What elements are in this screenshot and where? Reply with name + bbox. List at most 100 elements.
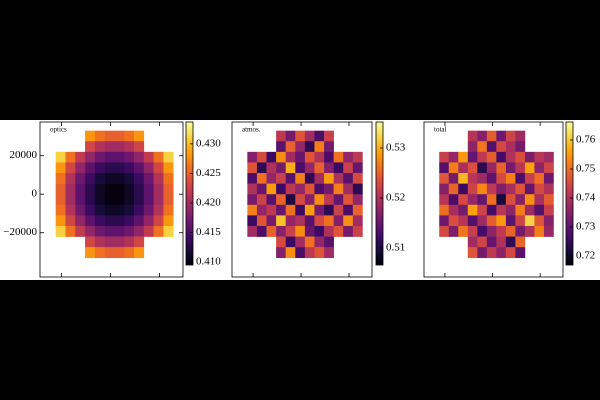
- heatmap-cell: [94, 151, 105, 163]
- heatmap-cell: [458, 194, 469, 206]
- heatmap-cell: [85, 130, 96, 142]
- heatmap-cell: [333, 162, 344, 174]
- heatmap-cell: [285, 151, 296, 163]
- heatmap-cell: [304, 151, 315, 163]
- heatmap-cell: [114, 194, 125, 206]
- heatmap-cell: [324, 183, 334, 195]
- heatmap-cell: [505, 225, 516, 237]
- panel-label: total: [434, 126, 446, 134]
- heatmap-cell: [496, 194, 507, 206]
- heatmap-cell: [467, 183, 478, 195]
- x-tick-label: −25000: [428, 281, 462, 293]
- heatmap-cell: [114, 162, 125, 174]
- heatmap-cell: [114, 247, 125, 259]
- heatmap-cell: [153, 162, 164, 174]
- heatmap-cell: [285, 225, 296, 237]
- heatmap-cell: [295, 236, 306, 248]
- heatmap-cell: [343, 215, 354, 227]
- x-tick-label: −25000: [236, 281, 270, 293]
- heatmap-cell: [247, 204, 258, 216]
- colorbar-tick-label: 0.52: [386, 192, 405, 204]
- heatmap-cell: [439, 183, 450, 195]
- heatmap-cell: [94, 215, 105, 227]
- heatmap-cell: [505, 162, 516, 174]
- heatmap-cell: [163, 215, 174, 227]
- heatmap-cell: [534, 204, 545, 216]
- heatmap-cell: [505, 130, 516, 142]
- heatmap-cell: [114, 204, 125, 216]
- heatmap-cell: [486, 215, 497, 227]
- heatmap-cell: [55, 194, 66, 206]
- heatmap-cell: [94, 194, 105, 206]
- heatmap-cell: [104, 215, 115, 227]
- heatmap-cell: [285, 194, 296, 206]
- heatmap-cell: [496, 183, 507, 195]
- heatmap-cell: [314, 141, 325, 153]
- x-tick-label: 25000: [335, 281, 363, 293]
- heatmap-cell: [486, 162, 497, 174]
- heatmap-cell: [124, 204, 135, 216]
- heatmap-cell: [352, 194, 363, 206]
- heatmap-cell: [486, 247, 497, 259]
- heatmap-cell: [543, 173, 554, 184]
- heatmap-cell: [524, 225, 535, 237]
- heatmap-cell: [496, 130, 507, 142]
- heatmap-cell: [85, 194, 96, 206]
- heatmap-cell: [304, 204, 315, 216]
- heatmap-cell: [333, 173, 344, 184]
- heatmap-cell: [143, 151, 154, 163]
- heatmap-cell: [163, 183, 174, 195]
- y-tick-label: −20000: [3, 226, 37, 238]
- heatmap-cell: [304, 162, 315, 174]
- colorbar-tick-label: 0.410: [196, 256, 221, 268]
- heatmap-cell: [295, 183, 306, 195]
- heatmap-cell: [104, 141, 115, 153]
- heatmap-cell: [458, 151, 469, 163]
- heatmap-cell: [477, 183, 488, 195]
- heatmap-cell: [524, 183, 535, 195]
- heatmap-cell: [314, 204, 325, 216]
- heatmap-cell: [543, 194, 554, 206]
- panel-label: atmos.: [242, 126, 261, 134]
- heatmap-cell: [124, 162, 135, 174]
- heatmap-cell: [247, 183, 258, 195]
- heatmap-cell: [515, 225, 526, 237]
- heatmap-cell: [153, 225, 164, 237]
- heatmap-cell: [295, 130, 306, 142]
- heatmap-cell: [256, 173, 267, 184]
- heatmap-cell: [352, 162, 363, 174]
- heatmap-cell: [439, 162, 450, 174]
- heatmap-cell: [458, 215, 469, 227]
- heatmap-cell: [314, 173, 325, 184]
- colorbar-tick-label: 0.53: [386, 142, 406, 154]
- heatmap-cell: [543, 204, 554, 216]
- heatmap-cell: [458, 204, 469, 216]
- heatmap-cell: [524, 151, 535, 163]
- heatmap-cell: [448, 204, 459, 216]
- heatmap-cell: [515, 236, 526, 248]
- heatmap-cell: [285, 215, 296, 227]
- heatmap-cell: [343, 173, 354, 184]
- heatmap-cell: [104, 130, 115, 142]
- heatmap-cell: [143, 183, 154, 195]
- heatmap-cell: [124, 130, 135, 142]
- heatmap-cell: [134, 173, 145, 184]
- heatmap-cell: [477, 151, 488, 163]
- heatmap-cell: [285, 247, 296, 259]
- heatmap-cell: [515, 130, 526, 142]
- heatmap-cell: [55, 173, 66, 184]
- heatmap-cell: [85, 225, 96, 237]
- heatmap-cell: [515, 215, 526, 227]
- heatmap-cell: [314, 236, 325, 248]
- heatmap-cell: [543, 225, 554, 237]
- heatmap-cell: [314, 162, 325, 174]
- heatmap-cell: [543, 162, 554, 174]
- heatmap-cell: [124, 247, 135, 259]
- heatmap-cell: [256, 204, 267, 216]
- heatmap-cell: [477, 236, 488, 248]
- heatmap-cell: [515, 204, 526, 216]
- heatmap-cell: [477, 215, 488, 227]
- heatmap-cell: [256, 194, 267, 206]
- heatmap-cell: [439, 194, 450, 206]
